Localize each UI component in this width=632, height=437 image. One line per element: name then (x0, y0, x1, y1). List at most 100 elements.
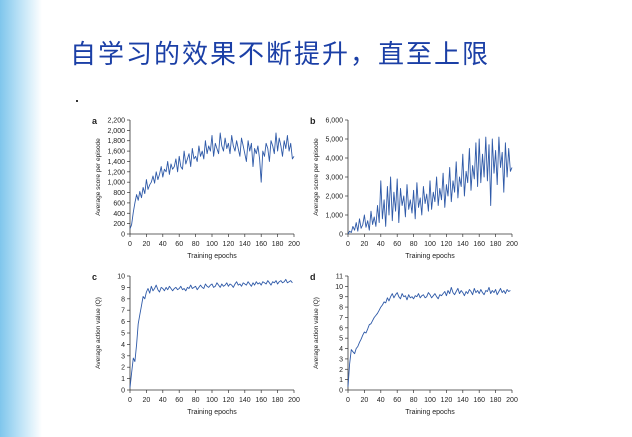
x-tick-label: 140 (239, 241, 251, 248)
decor-dot (76, 100, 78, 102)
slide-left-decor-band (0, 0, 42, 437)
x-tick-label: 20 (143, 397, 151, 404)
x-tick-label: 120 (441, 397, 453, 404)
x-tick-label: 160 (255, 241, 267, 248)
x-tick-label: 0 (128, 397, 132, 404)
y-axis-label: Average action value (Q) (313, 297, 320, 369)
y-tick-label: 200 (113, 221, 125, 228)
x-tick-label: 40 (377, 397, 385, 404)
x-tick-label: 80 (410, 397, 418, 404)
panel-label: c (92, 272, 97, 282)
x-tick-label: 140 (457, 397, 469, 404)
y-tick-label: 6 (121, 319, 125, 326)
x-axis-label: Training epochs (187, 253, 237, 260)
series-line (347, 286, 511, 387)
y-tick-label: 2,200 (107, 118, 125, 125)
x-tick-label: 200 (506, 397, 518, 404)
x-tick-label: 40 (159, 397, 167, 404)
y-tick-label: 8 (339, 305, 343, 312)
y-tick-label: 9 (121, 285, 125, 292)
x-tick-label: 0 (128, 241, 132, 248)
x-tick-label: 100 (206, 397, 218, 404)
x-tick-label: 40 (159, 241, 167, 248)
chart-panel-a: a02004006008001,0001,2001,4001,6001,8002… (92, 116, 300, 260)
x-tick-label: 60 (175, 397, 183, 404)
y-tick-label: 2,000 (325, 194, 343, 201)
x-tick-label: 160 (255, 397, 267, 404)
y-tick-label: 400 (113, 211, 125, 218)
x-tick-label: 140 (239, 397, 251, 404)
y-axis-label: Average score per episode (313, 138, 320, 216)
y-tick-label: 2 (121, 365, 125, 372)
x-axis-label: Training epochs (405, 409, 455, 416)
y-tick-label: 4 (121, 342, 125, 349)
y-tick-label: 2 (339, 367, 343, 374)
x-tick-label: 180 (272, 241, 284, 248)
y-tick-label: 7 (339, 315, 343, 322)
y-tick-label: 1,000 (325, 213, 343, 220)
x-tick-label: 0 (346, 241, 350, 248)
y-tick-label: 4 (339, 346, 343, 353)
panel-label: d (310, 272, 316, 282)
series-line (129, 132, 295, 229)
series-line (347, 136, 513, 235)
y-tick-label: 6 (339, 325, 343, 332)
x-tick-label: 120 (223, 397, 235, 404)
y-tick-label: 8 (121, 296, 125, 303)
y-axis-label: Average score per episode (95, 138, 102, 216)
slide-title: 自学习的效果不断提升，直至上限 (70, 40, 491, 70)
y-tick-label: 3 (121, 353, 125, 360)
x-tick-label: 20 (143, 241, 151, 248)
y-tick-label: 3 (339, 356, 343, 363)
x-tick-label: 100 (206, 241, 218, 248)
x-axis-label: Training epochs (405, 253, 455, 260)
x-tick-label: 20 (361, 241, 369, 248)
x-tick-label: 40 (377, 241, 385, 248)
y-axis-label: Average action value (Q) (95, 297, 102, 369)
y-tick-label: 1,000 (107, 180, 125, 187)
y-tick-label: 0 (339, 388, 343, 395)
x-tick-label: 80 (192, 241, 200, 248)
y-tick-label: 1,400 (107, 159, 125, 166)
y-tick-label: 3,000 (325, 175, 343, 182)
y-tick-label: 4,000 (325, 156, 343, 163)
chart-panel-b: b 0 1,000 2,000 3,000 4,000 5,000 6,000 0 20 40 60 8… (310, 116, 518, 260)
y-tick-label: 1,200 (107, 169, 125, 176)
y-tick-label: 11 (336, 274, 343, 281)
x-tick-label: 140 (457, 241, 469, 248)
y-tick-label: 5 (339, 336, 343, 343)
x-tick-label: 60 (393, 241, 401, 248)
y-tick-label: 5 (121, 331, 125, 338)
x-tick-label: 160 (473, 241, 485, 248)
x-tick-label: 100 (424, 241, 436, 248)
x-tick-label: 0 (346, 397, 350, 404)
x-tick-label: 200 (506, 241, 518, 248)
y-tick-label: 6,000 (325, 118, 343, 125)
x-tick-label: 120 (223, 241, 235, 248)
y-tick-label: 800 (113, 190, 125, 197)
panel-label: b (310, 116, 316, 126)
y-tick-label: 1 (121, 376, 125, 383)
chart-panel-d: d 0 1 2 3 4 5 6 7 8 9 10 11 0 20 40 60 80 100 120 140 160 180 2… (310, 272, 518, 416)
x-tick-label: 100 (424, 397, 436, 404)
y-tick-label: 0 (121, 232, 125, 239)
x-tick-label: 180 (490, 397, 502, 404)
y-tick-label: 10 (335, 284, 343, 291)
y-tick-label: 1,600 (107, 149, 125, 156)
x-tick-label: 180 (490, 241, 502, 248)
x-tick-label: 60 (175, 241, 183, 248)
y-tick-label: 1 (339, 377, 343, 384)
y-tick-label: 0 (121, 388, 125, 395)
panel-label: a (92, 116, 98, 126)
x-tick-label: 80 (192, 397, 200, 404)
y-tick-label: 5,000 (325, 137, 343, 144)
y-tick-label: 7 (121, 308, 125, 315)
series-line (129, 278, 293, 388)
y-tick-label: 600 (113, 200, 125, 207)
x-tick-label: 180 (272, 397, 284, 404)
y-tick-label: 0 (339, 232, 343, 239)
x-tick-label: 120 (441, 241, 453, 248)
y-tick-label: 10 (117, 274, 125, 281)
x-tick-label: 200 (288, 241, 300, 248)
